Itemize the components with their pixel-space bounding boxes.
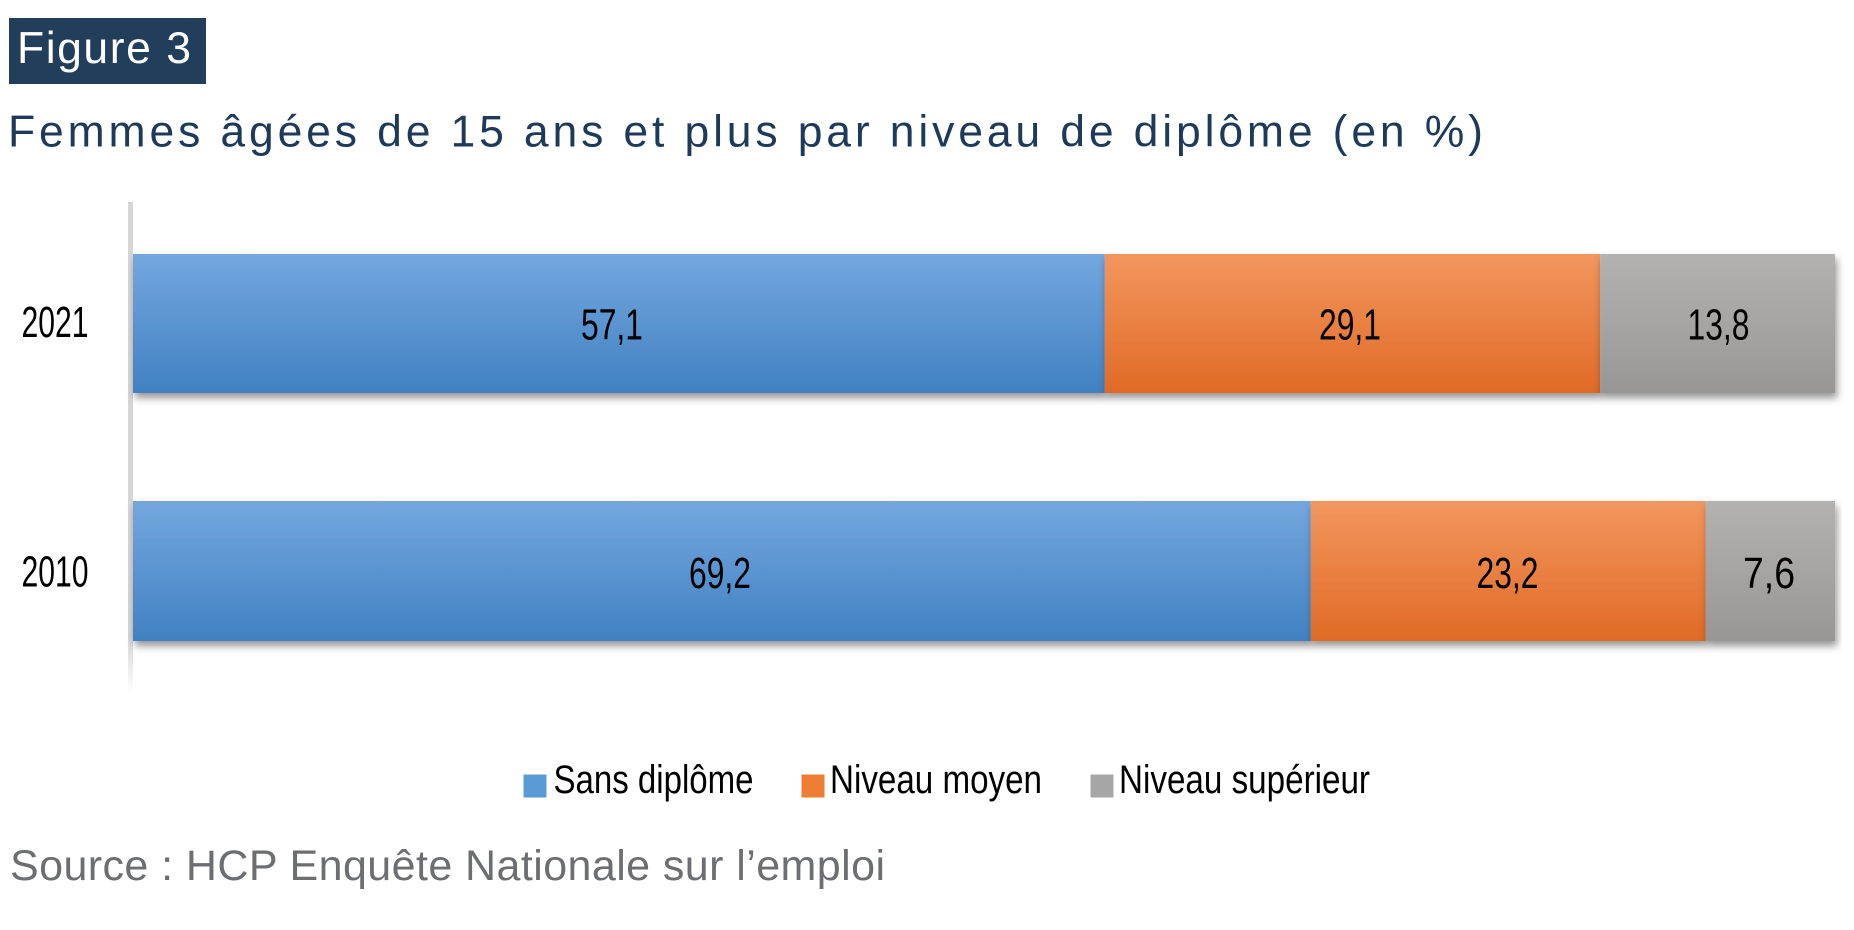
svg-text:2010: 2010 [22,549,89,597]
svg-text:29,1: 29,1 [1319,302,1381,350]
svg-text:Niveau supérieur: Niveau supérieur [1119,758,1370,802]
svg-text:Figure 3: Figure 3 [17,24,191,73]
svg-text:57,1: 57,1 [581,302,643,350]
svg-text:Sans diplôme: Sans diplôme [554,758,754,802]
svg-text:Femmes âgées de 15 ans et plus: Femmes âgées de 15 ans et plus par nivea… [8,108,1483,157]
svg-text:2021: 2021 [22,299,89,347]
svg-text:23,2: 23,2 [1477,550,1539,598]
svg-text:Niveau moyen: Niveau moyen [830,758,1042,802]
svg-text:Source : HCP Enquête Nationale: Source : HCP Enquête Nationale sur l’emp… [10,842,885,890]
svg-text:69,2: 69,2 [689,550,751,598]
svg-text:7,6: 7,6 [1743,550,1795,598]
svg-text:13,8: 13,8 [1688,302,1750,350]
